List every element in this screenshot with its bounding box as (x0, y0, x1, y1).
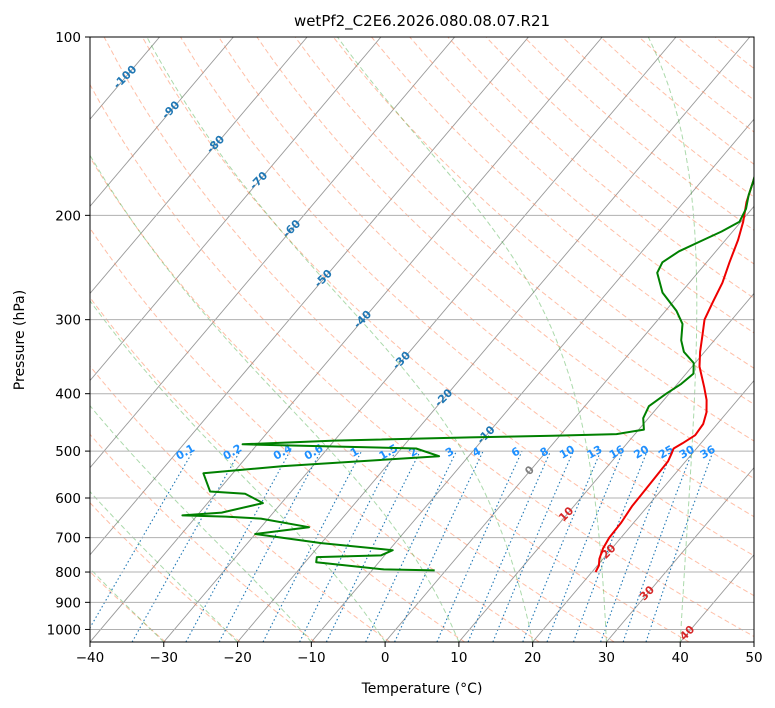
x-tick-label: 20 (524, 650, 541, 666)
moist-adiabat-line (90, 404, 312, 642)
x-tick-label: 0 (381, 650, 390, 666)
pressure-gridlines (90, 37, 754, 630)
y-tick-label: 1000 (47, 622, 81, 638)
dry-adiabat-line (218, 37, 754, 518)
moist-adiabat-line (90, 154, 460, 642)
y-tick-label: 300 (55, 313, 81, 329)
y-tick-label: 100 (55, 30, 81, 46)
dewpoint-line (181, 174, 754, 572)
isotherm-line (90, 37, 529, 556)
dry-adiabat-line (90, 365, 391, 642)
dry-adiabat-line (371, 37, 754, 369)
y-tick-label: 400 (55, 387, 81, 403)
mixing-ratio-line (185, 450, 291, 642)
isotherm-line (90, 37, 382, 382)
x-tick-label: 10 (450, 650, 467, 666)
isotherm-line (458, 292, 754, 642)
dry-adiabat-line (256, 37, 754, 480)
dry-adiabat-line (90, 433, 316, 642)
x-axis-ticks: −40 −30 −20 −10 0 10 20 30 40 50 (76, 642, 763, 666)
moist-adiabat-lines (90, 37, 698, 642)
x-tick-label: −30 (150, 650, 179, 666)
mixing-ratio-line (622, 450, 693, 642)
mixing-ratio-line (600, 450, 673, 642)
dry-adiabat-lines (90, 37, 754, 642)
isotherm-line (310, 118, 754, 642)
mixing-ratio-line (467, 450, 552, 642)
mixing-ratio-line (492, 450, 574, 642)
mixing-ratio-line (131, 450, 241, 642)
y-axis-ticks: 100 200 300 400 500 600 700 800 900 1000 (47, 30, 90, 638)
dry-adiabat-line (141, 37, 754, 597)
mixing-ratio-line (645, 450, 714, 642)
dry-adiabat-line (90, 296, 465, 642)
mixing-ratio-line (436, 450, 523, 642)
x-tick-label: 30 (598, 650, 615, 666)
moist-adiabat-line (90, 490, 238, 642)
dry-adiabat-line (90, 502, 241, 642)
mixing-ratio-lines (90, 450, 714, 642)
moist-adiabat-line (146, 37, 534, 642)
mixing-ratio-line (218, 450, 322, 642)
isotherm-line (90, 37, 234, 208)
plot-frame (89, 36, 755, 643)
dry-adiabat-line (90, 156, 615, 642)
isotherm-line (606, 467, 754, 642)
dry-adiabat-line (447, 37, 754, 299)
mixing-ratio-line (325, 450, 421, 642)
dry-adiabat-line (103, 37, 754, 638)
x-tick-label: −10 (297, 650, 326, 666)
x-tick-label: 50 (745, 650, 762, 666)
moist-adiabat-line (90, 567, 165, 642)
chart-title: wetPf2_C2E6.2026.080.08.07.R21 (294, 12, 550, 31)
isotherm-line (90, 37, 456, 469)
isotherm-line (384, 205, 754, 642)
y-tick-label: 800 (55, 565, 81, 581)
y-tick-label: 900 (55, 595, 81, 611)
mixing-ratio-line (546, 450, 624, 642)
dry-adiabat-line (90, 227, 540, 642)
isotherm-line (163, 37, 677, 642)
x-tick-label: −40 (76, 650, 105, 666)
y-tick-label: 500 (55, 444, 81, 460)
isotherm-line (237, 37, 751, 642)
temperature-line (594, 176, 754, 573)
isotherm-line (90, 37, 308, 295)
profile-series (181, 174, 754, 573)
mixing-ratio-line (572, 450, 648, 642)
mixing-ratio-line (522, 450, 602, 642)
moist-adiabat-line (647, 37, 698, 642)
dry-adiabat-line (180, 37, 754, 557)
isotherm-line (532, 379, 754, 642)
moist-adiabat-line (90, 299, 386, 642)
isotherm-lines (90, 37, 754, 642)
y-tick-label: 600 (55, 491, 81, 507)
isotherm-line (90, 37, 603, 642)
dry-adiabat-line (90, 83, 690, 642)
x-tick-label: 40 (672, 650, 689, 666)
y-axis-label: Pressure (hPa) (12, 290, 28, 390)
y-tick-label: 200 (55, 208, 81, 224)
y-tick-label: 700 (55, 531, 81, 547)
x-tick-label: −20 (223, 650, 252, 666)
x-axis-label: Temperature (°C) (361, 681, 483, 697)
mixing-ratio-line (299, 450, 396, 642)
moist-adiabat-line (336, 37, 607, 642)
dry-adiabat-line (332, 37, 754, 405)
